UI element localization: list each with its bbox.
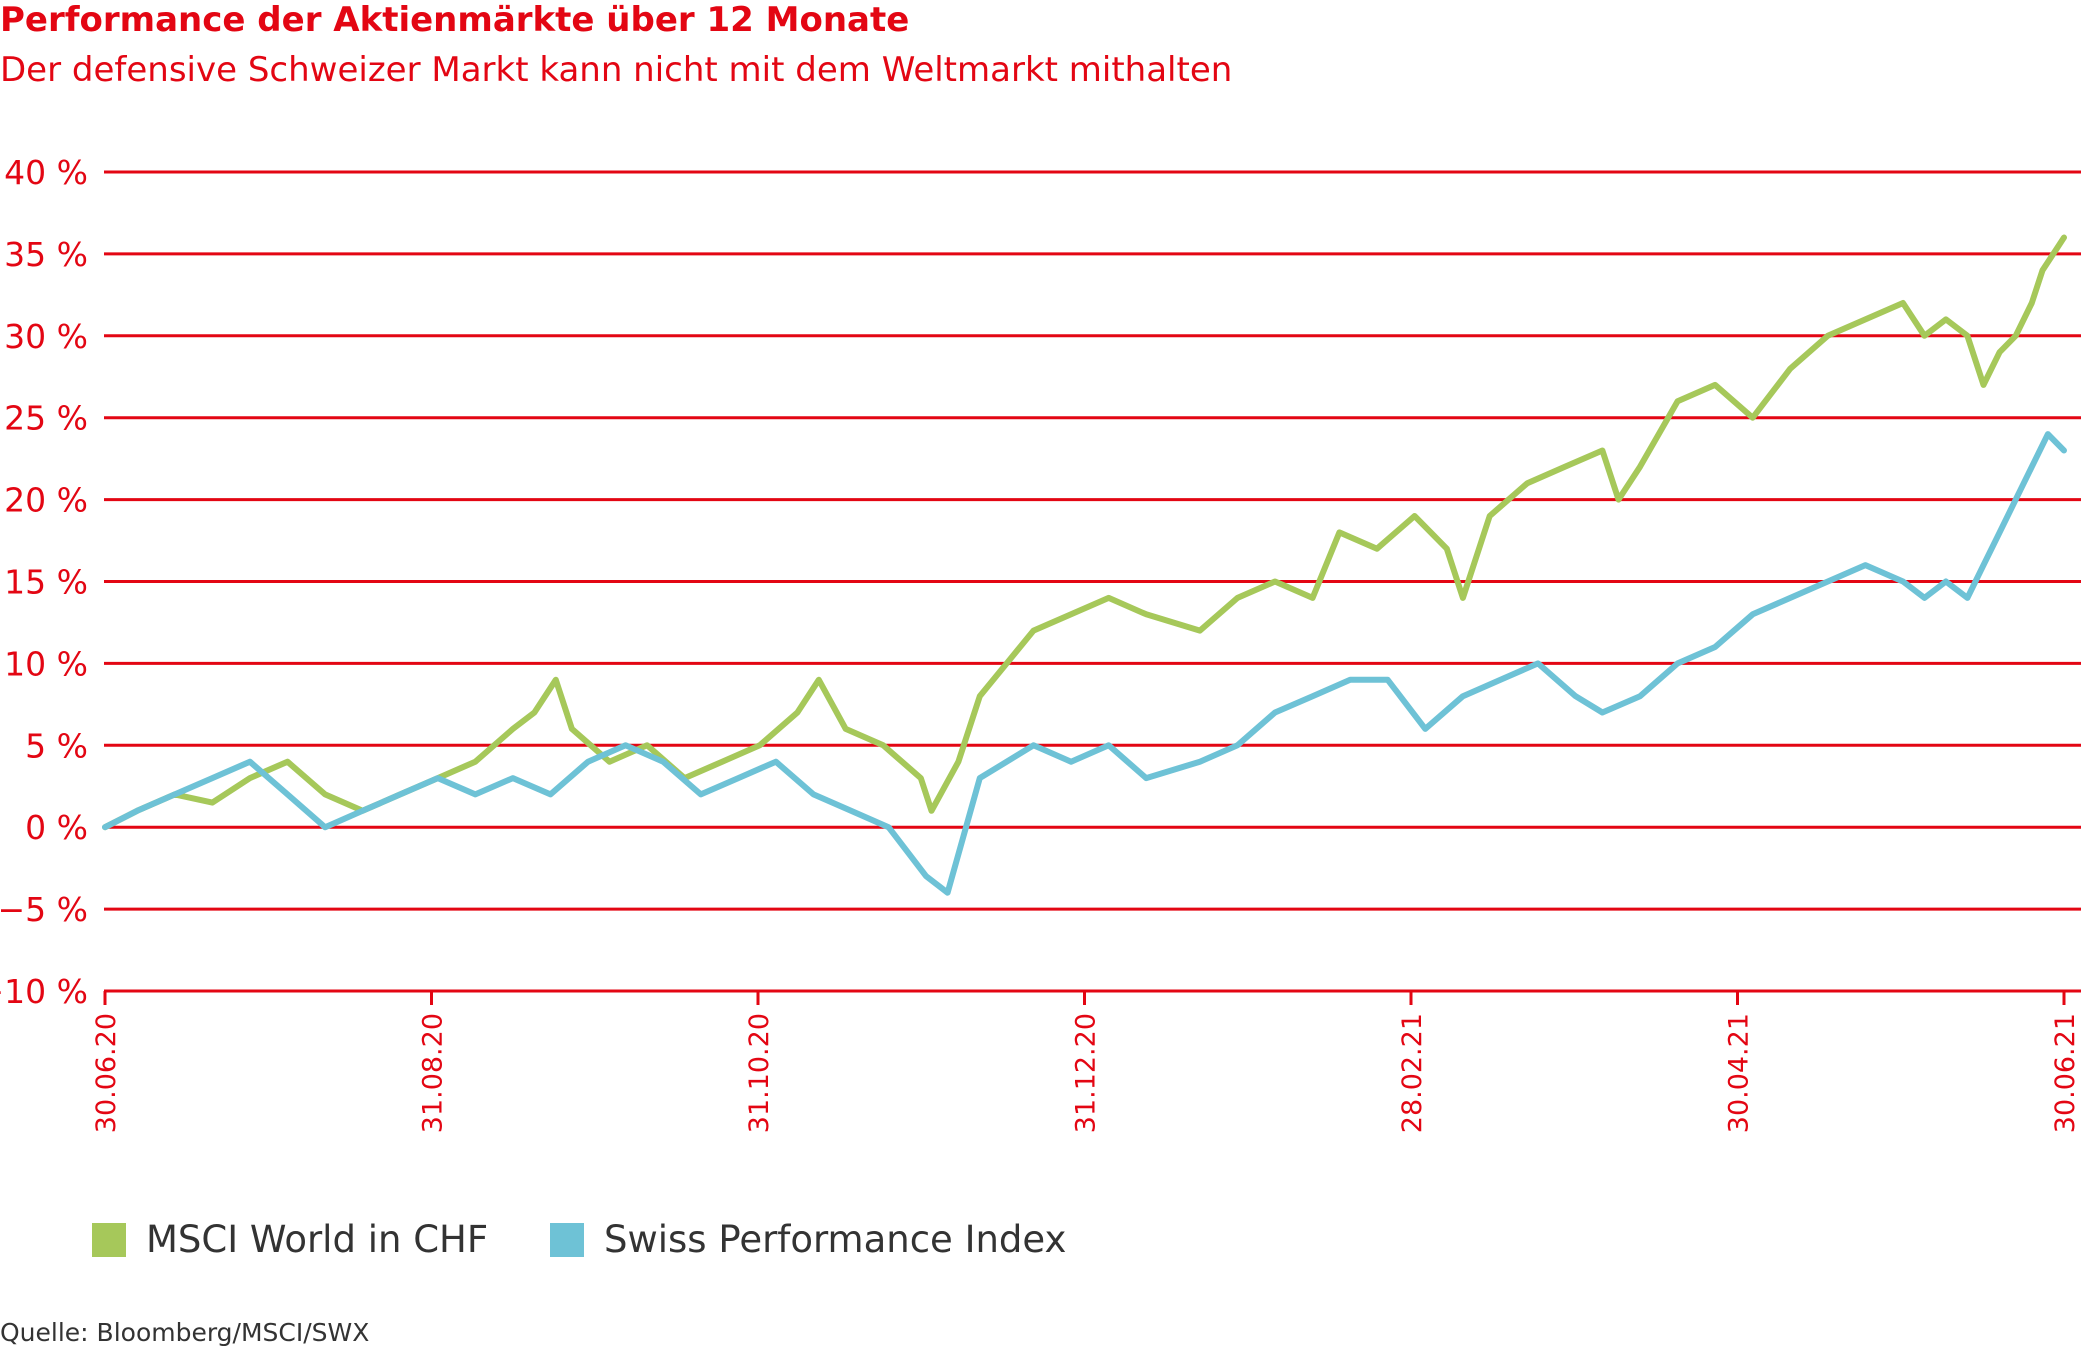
- legend-item-msci: MSCI World in CHF: [92, 1218, 488, 1261]
- y-tick-label: 15 %: [4, 563, 88, 602]
- x-tick-label: 30.06.20: [91, 1013, 122, 1133]
- chart-title: Performance der Aktienmärkte über 12 Mon…: [0, 0, 910, 40]
- y-tick-label: 35 %: [4, 235, 88, 274]
- x-tick-label: 31.10.20: [744, 1013, 775, 1133]
- y-axis-ticks: 40 % 35 % 30 % 25 % 20 % 15 % 10 % 5 % 0 % −5 % −1…: [0, 153, 88, 1011]
- y-tick-label: 5 %: [25, 726, 88, 765]
- y-tick-label: −10 %: [0, 972, 88, 1011]
- legend-label-msci: MSCI World in CHF: [146, 1218, 489, 1261]
- y-tick-label: −5 %: [0, 890, 88, 929]
- y-tick-label: 30 %: [4, 317, 88, 356]
- x-tick-label: 31.08.20: [418, 1013, 449, 1133]
- x-tick-label: 28.02.21: [1397, 1013, 1428, 1133]
- x-tick-label: 30.04.21: [1724, 1013, 1755, 1133]
- y-tick-label: 10 %: [4, 644, 88, 683]
- legend-item-spi: Swiss Performance Index: [550, 1218, 1066, 1261]
- legend-label-spi: Swiss Performance Index: [604, 1218, 1067, 1261]
- grid-lines: [104, 170, 2081, 911]
- x-tick-label: 30.06.21: [2050, 1013, 2081, 1133]
- y-tick-label: 25 %: [4, 399, 88, 438]
- y-tick-label: 40 %: [4, 153, 88, 192]
- source-note: Quelle: Bloomberg/MSCI/SWX: [0, 1318, 370, 1347]
- series-line-spi: [102, 431, 2067, 896]
- y-tick-label: 20 %: [4, 481, 88, 520]
- series-lines: [102, 234, 2067, 896]
- legend-swatch-msci: [92, 1222, 126, 1257]
- x-axis: 30.06.20 31.08.20 31.10.20 31.12.20 28.02.21…: [91, 989, 2081, 1133]
- chart-subtitle: Der defensive Schweizer Markt kann nicht…: [0, 50, 1233, 90]
- y-tick-label: 0 %: [25, 808, 88, 847]
- line-chart: 40 % 35 % 30 % 25 % 20 % 15 % 10 % 5 % 0 % −5 % −1…: [0, 153, 2081, 1133]
- legend-swatch-spi: [550, 1222, 584, 1257]
- x-tick-label: 31.12.20: [1071, 1013, 1102, 1133]
- series-line-msci-world: [102, 234, 2067, 831]
